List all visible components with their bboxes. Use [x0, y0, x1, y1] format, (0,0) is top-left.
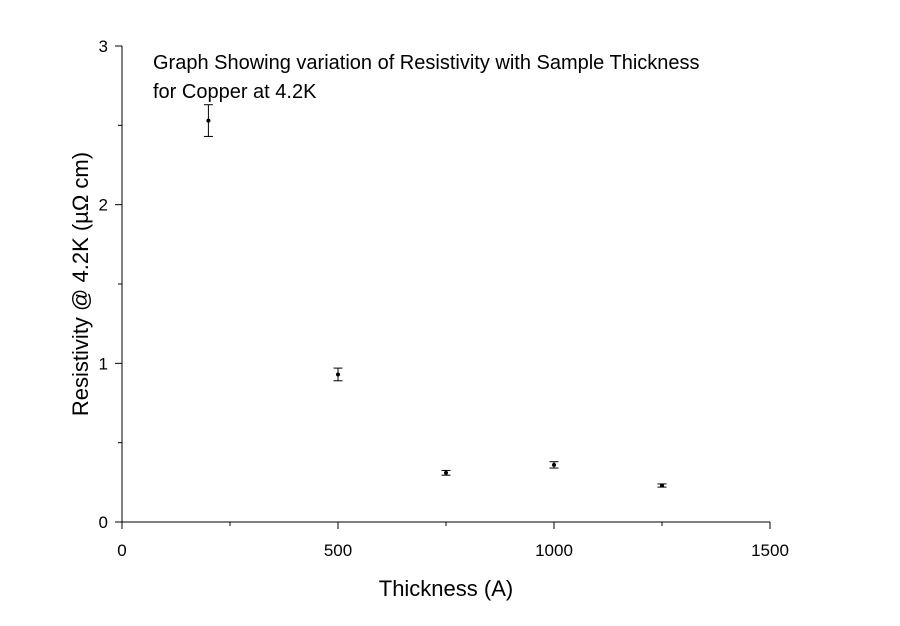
y-ticks	[115, 45, 122, 523]
data-point	[549, 461, 559, 469]
x-tick-label: 1500	[751, 541, 789, 560]
data-marker	[552, 462, 556, 467]
axes	[121, 46, 770, 523]
data-marker	[660, 483, 664, 488]
x-tick-label: 0	[117, 541, 126, 560]
y-tick-label: 2	[99, 196, 108, 215]
x-tick-label: 1000	[535, 541, 573, 560]
data-marker	[444, 470, 448, 475]
x-ticks	[121, 522, 771, 529]
y-tick-labels: 0 1 2 3	[99, 37, 108, 532]
chart-title-line-1: Graph Showing variation of Resistivity w…	[153, 52, 700, 74]
x-axis-title: Thickness (A)	[379, 576, 513, 601]
data-point	[441, 469, 451, 476]
data-marker	[206, 118, 211, 123]
data-point	[657, 483, 667, 488]
y-tick-label: 0	[99, 513, 108, 532]
data-point	[203, 104, 213, 137]
data-points	[203, 104, 667, 488]
chart-title-line-2: for Copper at 4.2K	[153, 81, 317, 103]
y-tick-label: 1	[99, 354, 108, 373]
y-axis-title: Resistivity @ 4.2K (µΩ cm)	[68, 152, 93, 416]
data-marker	[336, 372, 340, 377]
y-tick-label: 3	[99, 37, 108, 56]
data-point	[333, 367, 343, 382]
x-tick-label: 500	[324, 541, 352, 560]
x-tick-labels: 0 500 1000 1500	[117, 541, 789, 560]
